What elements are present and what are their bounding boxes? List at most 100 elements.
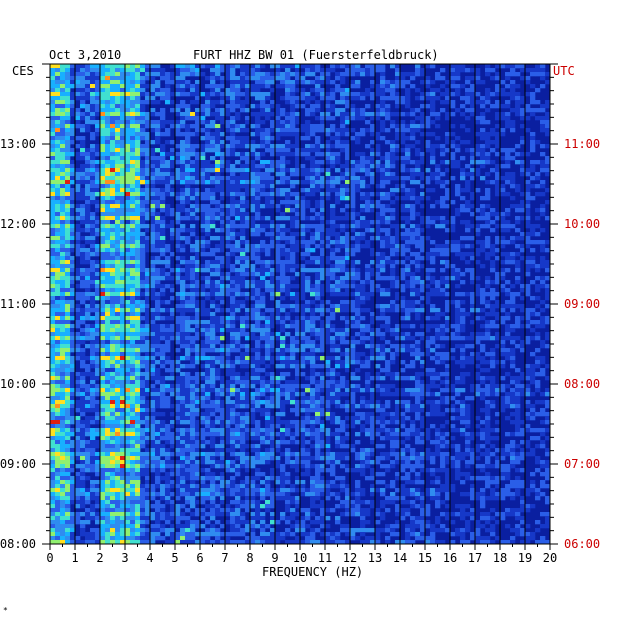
heatmap-cell <box>130 128 136 133</box>
heatmap-cell <box>395 76 401 81</box>
heatmap-cell <box>250 144 256 149</box>
heatmap-cell <box>125 116 131 121</box>
heatmap-cell <box>270 280 276 285</box>
heatmap-cell <box>210 188 216 193</box>
heatmap-cell <box>495 152 501 157</box>
heatmap-cell <box>545 268 551 273</box>
heatmap-cell <box>145 244 151 249</box>
heatmap-cell <box>130 216 136 221</box>
heatmap-cell <box>280 212 286 217</box>
heatmap-cell <box>280 236 286 241</box>
heatmap-cell <box>455 268 461 273</box>
heatmap-cell <box>515 220 521 225</box>
heatmap-cell <box>125 80 131 85</box>
heatmap-cell <box>200 156 206 161</box>
heatmap-cell <box>145 160 151 165</box>
heatmap-cell <box>90 228 96 233</box>
heatmap-cell <box>65 184 71 189</box>
heatmap-cell <box>435 244 441 249</box>
heatmap-cell <box>75 204 81 209</box>
heatmap-cell <box>125 308 131 313</box>
heatmap-cell <box>70 136 76 141</box>
heatmap-cell <box>130 168 136 173</box>
heatmap-cell <box>360 184 366 189</box>
heatmap-cell <box>415 308 421 313</box>
heatmap-cell <box>70 140 76 145</box>
heatmap-cell <box>360 220 366 225</box>
heatmap-cell <box>55 144 61 149</box>
heatmap-cell <box>335 244 341 249</box>
heatmap-cell <box>245 176 251 181</box>
heatmap-cell <box>445 336 451 341</box>
heatmap-cell <box>165 184 171 189</box>
heatmap-cell <box>235 76 241 81</box>
heatmap-cell <box>485 312 491 317</box>
heatmap-cell <box>235 204 241 209</box>
heatmap-cell <box>95 260 101 265</box>
heatmap-cell <box>245 216 251 221</box>
heatmap-cell <box>365 240 371 245</box>
heatmap-cell <box>225 68 231 73</box>
heatmap-cell <box>370 92 376 97</box>
heatmap-cell <box>230 164 236 169</box>
heatmap-cell <box>95 320 101 325</box>
heatmap-cell <box>425 252 431 257</box>
heatmap-cell <box>530 240 536 245</box>
heatmap-cell <box>105 100 111 105</box>
heatmap-cell <box>305 144 311 149</box>
heatmap-cell <box>100 308 106 313</box>
heatmap-cell <box>180 160 186 165</box>
heatmap-cell <box>350 80 356 85</box>
heatmap-cell <box>540 244 546 249</box>
heatmap-cell <box>350 324 356 329</box>
heatmap-cell <box>455 192 461 197</box>
heatmap-cell <box>145 240 151 245</box>
heatmap-cell <box>480 324 486 329</box>
heatmap-cell <box>385 112 391 117</box>
heatmap-cell <box>315 172 321 177</box>
heatmap-cell <box>465 76 471 81</box>
heatmap-cell <box>140 220 146 225</box>
heatmap-cell <box>320 260 326 265</box>
heatmap-cell <box>250 312 256 317</box>
heatmap-cell <box>140 64 146 69</box>
heatmap-cell <box>135 288 141 293</box>
heatmap-cell <box>215 144 221 149</box>
heatmap-cell <box>280 232 286 237</box>
heatmap-cell <box>125 140 131 145</box>
heatmap-cell <box>95 288 101 293</box>
heatmap-cell <box>115 204 121 209</box>
heatmap-cell <box>440 268 446 273</box>
heatmap-cell <box>195 328 201 333</box>
heatmap-cell <box>275 148 281 153</box>
heatmap-cell <box>230 212 236 217</box>
heatmap-cell <box>65 340 71 345</box>
heatmap-cell <box>460 308 466 313</box>
heatmap-cell <box>540 160 546 165</box>
heatmap-cell <box>190 304 196 309</box>
heatmap-cell <box>335 344 341 349</box>
heatmap-cell <box>280 336 286 341</box>
heatmap-cell <box>110 268 116 273</box>
heatmap-cell <box>300 316 306 321</box>
heatmap-cell <box>400 128 406 133</box>
heatmap-cell <box>100 172 106 177</box>
heatmap-cell <box>480 104 486 109</box>
heatmap-cell <box>225 164 231 169</box>
heatmap-cell <box>120 256 126 261</box>
heatmap-cell <box>130 196 136 201</box>
heatmap-cell <box>390 192 396 197</box>
heatmap-cell <box>460 320 466 325</box>
heatmap-cell <box>525 272 531 277</box>
heatmap-cell <box>465 172 471 177</box>
heatmap-cell <box>70 264 76 269</box>
heatmap-cell <box>190 272 196 277</box>
heatmap-cell <box>90 96 96 101</box>
heatmap-cell <box>105 208 111 213</box>
heatmap-cell <box>70 324 76 329</box>
heatmap-cell <box>510 96 516 101</box>
heatmap-cell <box>180 228 186 233</box>
heatmap-cell <box>120 336 126 341</box>
heatmap-cell <box>420 132 426 137</box>
heatmap-cell <box>395 84 401 89</box>
